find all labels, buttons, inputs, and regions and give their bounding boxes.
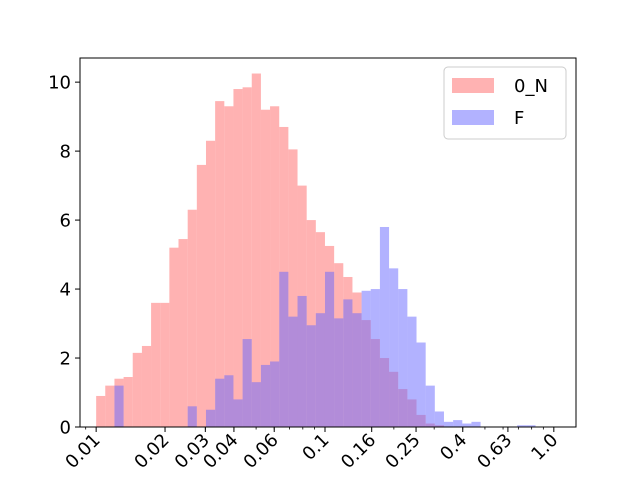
bar-F-15	[233, 399, 243, 427]
x-tick-label: 0.04	[199, 430, 242, 473]
bar-0_N-11	[196, 164, 206, 427]
bar-F-23	[306, 325, 316, 427]
bar-0_N-23	[306, 220, 316, 427]
bar-0_N-3	[123, 377, 133, 427]
bar-F-33	[398, 289, 408, 427]
bar-F-29	[361, 290, 371, 427]
x-tick-label: 0.16	[337, 430, 380, 473]
bar-F-16	[242, 339, 252, 427]
bar-F-12	[205, 409, 216, 427]
legend-label-F: F	[514, 108, 524, 129]
bar-F-31	[379, 226, 390, 427]
bar-0_N-15	[233, 89, 243, 427]
bar-F-26	[334, 318, 344, 427]
bar-F-17	[251, 382, 261, 427]
bar-0_N-21	[288, 149, 298, 427]
legend: 0_N F	[443, 66, 567, 140]
bar-F-39	[453, 420, 463, 427]
bar-F-22	[297, 295, 307, 427]
bar-0_N-4	[132, 352, 142, 427]
bar-F-21	[288, 316, 298, 427]
x-tick-label: 1.0	[527, 430, 562, 465]
bar-F-14	[224, 375, 234, 427]
bar-0_N-19	[270, 106, 280, 427]
bar-F-19	[270, 361, 280, 427]
bar-0_N-9	[178, 239, 188, 427]
x-tick-label: 0.06	[240, 430, 283, 473]
bar-F-27	[343, 299, 353, 427]
x-tick-label: 0.02	[130, 430, 173, 473]
bar-0_N-14	[224, 106, 234, 427]
x-axis: 0.01 0.020.030.040.06 0.1 0.16 0.25 0.4 0.63 1.…	[61, 427, 562, 473]
bar-0_N-12	[205, 140, 216, 427]
bar-F-32	[389, 268, 399, 427]
y-tick-label: 4	[60, 280, 71, 301]
x-tick-label: 0.4	[436, 430, 471, 465]
x-tick-label: 0.1	[298, 430, 333, 465]
bar-0_N-0	[96, 395, 106, 427]
legend-swatch-0_N	[452, 78, 494, 93]
bar-0_N-7	[160, 302, 170, 427]
bar-F-37	[434, 411, 444, 427]
bar-F-47	[526, 425, 536, 427]
bar-F-36	[425, 385, 435, 427]
bar-F-40	[462, 423, 472, 427]
bar-F-38	[443, 421, 454, 427]
bars-layer	[96, 73, 536, 428]
bar-0_N-18	[260, 109, 271, 427]
axes-frame	[79, 57, 577, 428]
y-axis: 0 2 4 6 8 10	[48, 73, 80, 439]
bar-F-34	[407, 316, 417, 427]
y-tick-label: 10	[48, 73, 71, 94]
bar-F-18	[260, 364, 271, 427]
bar-F-20	[279, 271, 289, 427]
series-F	[114, 226, 536, 427]
y-tick-label: 8	[60, 142, 71, 163]
x-tick-label: 0.25	[381, 430, 424, 473]
bar-0_N-1	[105, 385, 115, 427]
y-tick-label: 6	[60, 211, 71, 232]
legend-swatch-F	[452, 110, 494, 125]
bar-F-25	[324, 271, 335, 427]
bar-F-30	[370, 289, 380, 427]
bar-F-28	[352, 313, 362, 427]
bar-F-2	[114, 385, 124, 427]
bar-0_N-17	[251, 73, 261, 428]
bar-F-24	[315, 313, 325, 427]
bar-0_N-5	[141, 345, 152, 427]
bar-F-35	[416, 342, 426, 427]
bar-0_N-16	[242, 87, 252, 427]
y-tick-label: 0	[60, 418, 71, 439]
bar-F-41	[471, 421, 481, 427]
bar-0_N-6	[151, 302, 161, 427]
legend-label-0_N: 0_N	[514, 76, 548, 97]
bar-0_N-8	[169, 247, 179, 427]
bar-F-13	[215, 378, 225, 427]
bar-0_N-10	[187, 209, 197, 427]
y-tick-label: 2	[60, 349, 71, 370]
bar-F-10	[187, 406, 197, 427]
bar-0_N-13	[215, 101, 225, 428]
bar-F-46	[517, 425, 527, 427]
x-tick-label: 0.63	[473, 430, 516, 473]
